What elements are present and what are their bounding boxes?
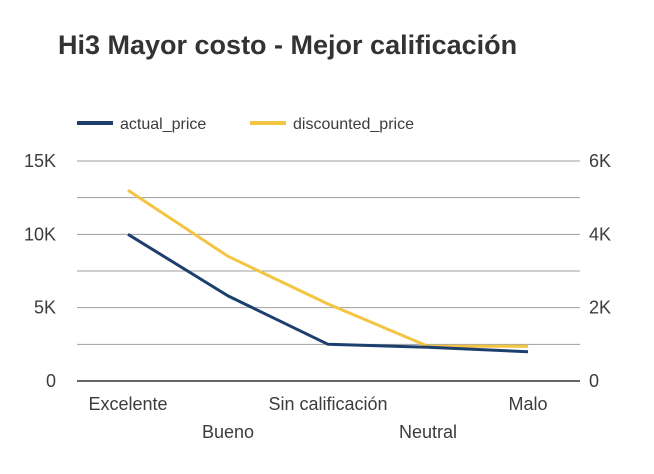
right-axis-tick-label: 6K	[589, 151, 611, 171]
left-axis-tick-label: 5K	[34, 298, 56, 318]
legend-label: actual_price	[120, 116, 206, 133]
left-axis-ticks: 0 5K 10K 15K	[24, 151, 56, 391]
series-lines	[127, 189, 529, 354]
legend: actual_price discounted_price	[77, 116, 414, 133]
x-axis-tick-label: Bueno	[202, 422, 254, 442]
series-line-discounted_price	[127, 189, 528, 348]
right-axis-tick-label: 2K	[589, 298, 611, 318]
left-axis-tick-label: 15K	[24, 151, 56, 171]
right-axis-tick-label: 4K	[589, 224, 611, 244]
x-axis-tick-label: Malo	[508, 394, 547, 414]
x-axis-tick-label: Excelente	[88, 394, 167, 414]
x-axis-tick-label: Neutral	[399, 422, 457, 442]
right-axis-ticks: 0 2K 4K 6K	[589, 151, 611, 391]
gridlines	[77, 160, 580, 382]
right-axis-tick-label: 0	[589, 371, 599, 391]
x-axis-ticks: Excelente Bueno Sin calificación Neutral Mal…	[88, 394, 547, 442]
left-axis-tick-label: 0	[46, 371, 56, 391]
series-line-actual_price	[127, 233, 529, 354]
left-axis-tick-label: 10K	[24, 224, 56, 244]
x-axis-tick-label: Sin calificación	[268, 394, 387, 414]
chart-title: Hi3 Mayor costo - Mejor calificación	[58, 30, 518, 60]
legend-label: discounted_price	[293, 116, 414, 133]
